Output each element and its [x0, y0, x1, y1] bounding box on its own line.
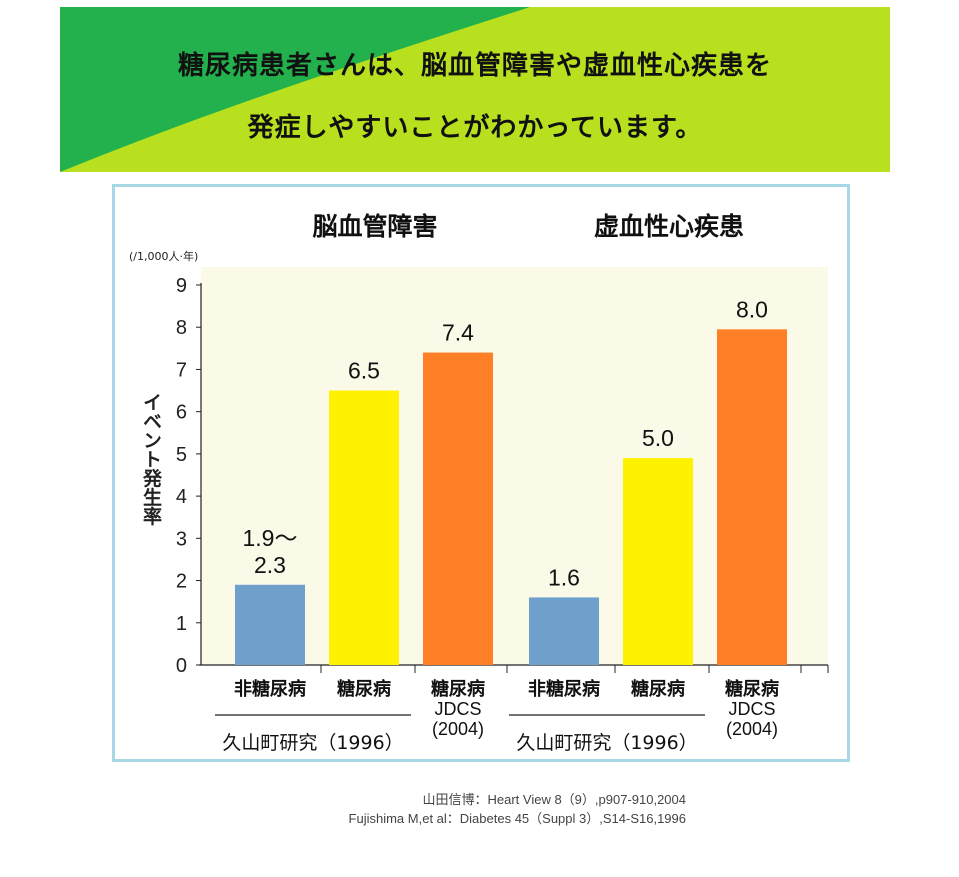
y-unit-label: (/1,000人·年)	[129, 249, 198, 263]
data-label: 6.5	[348, 358, 380, 384]
y-tick-label: 6	[176, 402, 187, 424]
x-category-label: JDCS	[434, 699, 481, 719]
bar-chart: 0 1 2 3 4 5 6 7 8 9 (/1,000人·年) イベント発生率 脳血管障害 1.9～2.3…	[129, 212, 829, 754]
citations: 山田信博：Heart View 8（9）,p907-910,2004 Fujis…	[349, 790, 686, 828]
bar	[423, 352, 493, 665]
y-tick-label: 9	[176, 275, 187, 297]
study-label: 久山町研究（1996）	[516, 732, 697, 754]
y-tick-label: 2	[176, 571, 187, 593]
chart-frame: 0 1 2 3 4 5 6 7 8 9 (/1,000人·年) イベント発生率 脳血管障害 1.9～ 2.3…	[112, 184, 850, 762]
bar	[329, 390, 399, 665]
banner-headline-line-2: 発症しやすいことがわかっています。	[247, 113, 703, 143]
data-label: 2.3	[254, 552, 286, 578]
bar	[529, 597, 599, 665]
study-label: 久山町研究（1996）	[222, 732, 403, 754]
banner-headline-line-1: 糖尿病患者さんは、脳血管障害や虚血性心疾患を	[177, 51, 772, 81]
x-category-label: 糖尿病	[431, 678, 485, 700]
y-tick-label: 7	[176, 359, 187, 381]
data-label: 8.0	[736, 296, 768, 322]
data-label: 5.0	[642, 425, 674, 451]
y-axis-label: イベント発生率	[140, 393, 163, 527]
y-tick-label: 5	[176, 444, 187, 466]
x-category-label: (2004)	[432, 719, 484, 739]
citation-1: 山田信博：Heart View 8（9）,p907-910,2004	[422, 792, 687, 807]
x-category-label: 非糖尿病	[528, 678, 600, 700]
data-label: 1.6	[548, 564, 580, 590]
group-title: 虚血性心疾患	[594, 212, 744, 241]
data-label: 1.9～	[243, 525, 298, 551]
bar	[235, 584, 305, 665]
x-category-label: 糖尿病	[631, 678, 685, 700]
bar	[717, 329, 787, 665]
y-tick-label: 0	[176, 655, 187, 677]
data-label: 7.4	[442, 320, 474, 346]
y-tick-label: 4	[176, 486, 187, 508]
x-category-label: 糖尿病	[337, 678, 391, 700]
header-banner: 糖尿病患者さんは、脳血管障害や虚血性心疾患を 発症しやすいことがわかっています。	[60, 7, 890, 172]
bar	[623, 458, 693, 665]
x-category-label: JDCS	[728, 699, 775, 719]
x-category-label: 糖尿病	[725, 678, 779, 700]
banner-background	[60, 7, 890, 172]
y-tick-label: 1	[176, 613, 187, 635]
y-tick-label: 8	[176, 317, 187, 339]
y-tick-label: 3	[176, 528, 187, 550]
x-category-label: (2004)	[726, 719, 778, 739]
group-title: 脳血管障害	[312, 212, 437, 241]
x-category-label: 非糖尿病	[234, 678, 306, 700]
citation-2: Fujishima M,et al：Diabetes 45（Suppl 3）,S…	[348, 811, 686, 826]
